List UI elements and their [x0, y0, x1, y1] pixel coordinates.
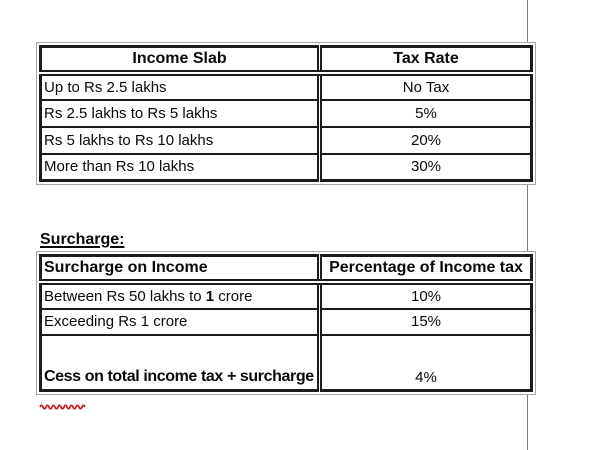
income-tax-slab-table: Income Slab Tax Rate Up to Rs 2.5 lakhs …: [36, 42, 536, 185]
tax-rate-cell: 30%: [317, 152, 533, 182]
income-slab-cell: Rs 5 lakhs to Rs 10 lakhs: [39, 125, 321, 155]
table-row: Up to Rs 2.5 lakhs No Tax: [39, 71, 533, 101]
income-slab-cell: Rs 2.5 lakhs to Rs 5 lakhs: [39, 98, 321, 128]
percentage-of-income-tax-header: Percentage of Income tax: [317, 254, 533, 285]
table-row: Exceeding Rs 1 crore 15%: [39, 307, 533, 336]
table-row: Rs 5 lakhs to Rs 10 lakhs 20%: [39, 125, 533, 155]
tax-rate-header: Tax Rate: [317, 45, 533, 76]
tax-rate-cell: 5%: [317, 98, 533, 128]
table-row: Cess on total income tax + surcharge 4%: [39, 333, 533, 392]
cess-row-label: Cess on total income tax + surcharge: [39, 333, 321, 392]
surcharge-row-value: 10%: [317, 280, 533, 310]
surcharge-table: Surcharge on Income Percentage of Income…: [36, 251, 536, 395]
page-column-divider-line: [527, 0, 528, 450]
spellcheck-squiggle-icon: [39, 404, 86, 410]
label-text-bold: 1: [205, 287, 215, 305]
income-slab-header: Income Slab: [39, 45, 321, 76]
surcharge-row-label: Between Rs 50 lakhs to 1 crore: [39, 280, 321, 310]
income-slab-cell: More than Rs 10 lakhs: [39, 152, 321, 182]
surcharge-row-value: 15%: [317, 307, 533, 336]
misspelled-word: Cess: [44, 368, 81, 385]
surcharge-row-label: Exceeding Rs 1 crore: [39, 307, 321, 336]
table-row: More than Rs 10 lakhs 30%: [39, 152, 533, 182]
label-text: Exceeding Rs 1 crore: [44, 313, 188, 330]
label-text: crore: [214, 287, 253, 305]
table-row: Rs 2.5 lakhs to Rs 5 lakhs 5%: [39, 98, 533, 128]
tax-rate-cell: 20%: [317, 125, 533, 155]
surcharge-heading: Surcharge:: [40, 231, 125, 248]
surcharge-on-income-header: Surcharge on Income: [39, 254, 321, 285]
income-slab-cell: Up to Rs 2.5 lakhs: [39, 71, 321, 101]
table-row: Between Rs 50 lakhs to 1 crore 10%: [39, 280, 533, 310]
table-header-row: Surcharge on Income Percentage of Income…: [39, 254, 533, 285]
label-text: Between Rs 50 lakhs to: [44, 287, 206, 305]
table-header-row: Income Slab Tax Rate: [39, 45, 533, 76]
tax-rate-cell: No Tax: [317, 71, 533, 101]
cess-row-value: 4%: [317, 333, 533, 392]
cess-label-rest: on total income tax + surcharge: [80, 368, 314, 385]
